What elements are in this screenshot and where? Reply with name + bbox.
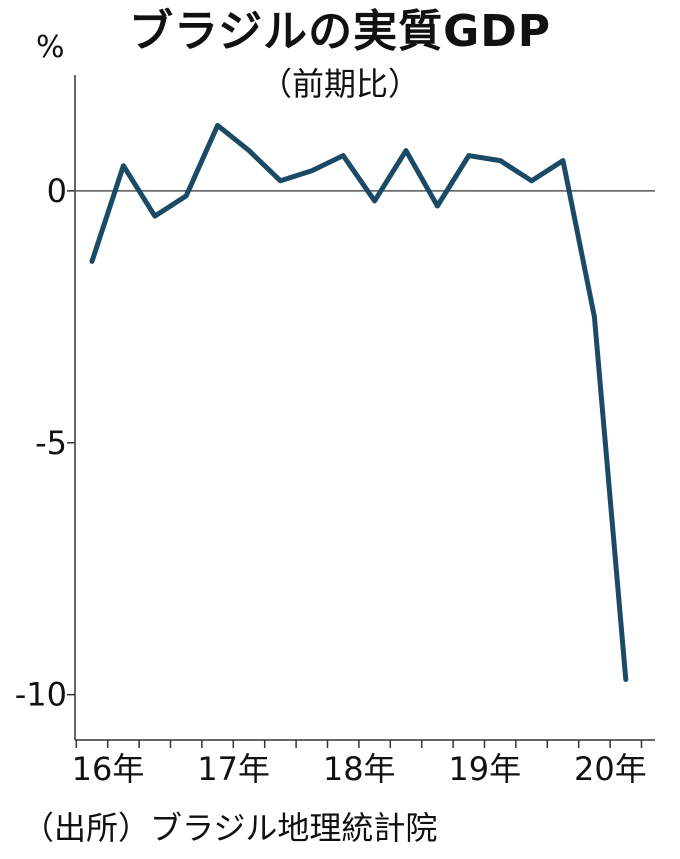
y-tick-label: -10 bbox=[15, 676, 67, 714]
gdp-series-line bbox=[89, 122, 629, 682]
chart-subtitle: （前期比） bbox=[259, 65, 420, 103]
x-tick-label: 20年 bbox=[574, 750, 647, 788]
x-tick-label: 19年 bbox=[448, 750, 521, 788]
y-tick-label: 0 bbox=[47, 172, 67, 210]
x-tick-label: 16年 bbox=[72, 750, 145, 788]
x-tick-label: 17年 bbox=[197, 750, 270, 788]
y-axis-unit: % bbox=[36, 30, 65, 65]
chart-title: ブラジルの実質GDP bbox=[128, 6, 551, 57]
y-tick-label: -5 bbox=[35, 424, 67, 462]
x-tick-label: 18年 bbox=[323, 750, 396, 788]
source-note: （出所）ブラジル地理統計院 bbox=[22, 809, 438, 847]
